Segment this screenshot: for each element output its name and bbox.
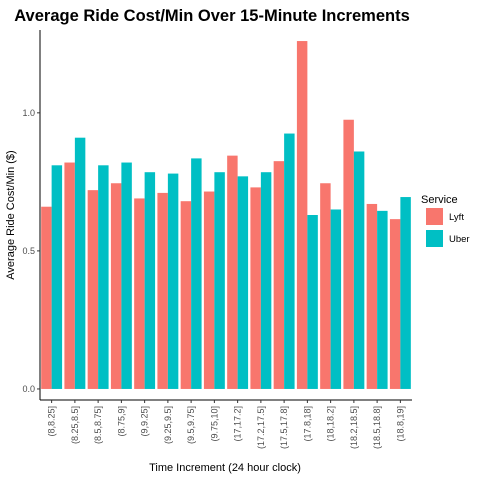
bar-uber <box>214 172 225 389</box>
bar-uber <box>167 173 179 389</box>
bar-lyft <box>296 41 308 389</box>
legend-label-uber: Uber <box>449 234 470 245</box>
bar-uber <box>191 158 202 389</box>
bar-lyft <box>250 187 261 389</box>
x-tick-label: (9,9.25] <box>140 406 150 437</box>
bar-lyft <box>87 190 99 389</box>
plot-area: 0.0 0.5 1.0 (8,8.25] (8.25,8.5] (8.5,8.75] (8.… <box>22 30 412 449</box>
y-axis-label: Average Ride Cost/Min ($) <box>5 150 17 279</box>
bar-uber <box>307 215 318 389</box>
bar-uber <box>98 165 109 389</box>
bar-lyft <box>41 206 52 389</box>
chart-title: Average Ride Cost/Min Over 15-Minute Inc… <box>14 7 410 25</box>
x-tick-label: (8.75,9] <box>116 406 126 437</box>
y-tick-label: 1.0 <box>22 108 35 118</box>
x-axis-label: Time Increment (24 hour clock) <box>149 462 301 474</box>
x-tick-label: (8.5,8.75] <box>93 406 103 444</box>
x-tick-label: (17.5,17.8] <box>279 406 289 449</box>
x-tick-label: (9.5,9.75] <box>186 406 196 444</box>
bar-lyft <box>157 192 168 389</box>
bar-lyft <box>64 162 75 389</box>
y-tick-label: 0.5 <box>22 246 35 256</box>
x-tick-label: (17.2,17.5] <box>256 406 266 449</box>
bar-uber <box>144 172 156 389</box>
bar-uber <box>74 137 86 389</box>
legend-swatch-lyft <box>426 208 443 225</box>
x-tick-label: (18.8,19] <box>395 406 405 442</box>
bar-lyft <box>134 198 145 389</box>
bar-uber <box>260 172 272 389</box>
bar-lyft <box>389 219 401 389</box>
x-tick-label: (18.5,18.8] <box>372 406 382 449</box>
x-tick-label: (17,17.2] <box>233 406 243 442</box>
bar-uber <box>400 197 411 389</box>
x-tick-label: (9.75,10] <box>209 406 219 442</box>
bar-lyft <box>320 183 331 389</box>
bar-uber <box>51 165 63 389</box>
x-tick-label: (9.25,9.5] <box>163 406 173 444</box>
x-tick-label: (18.2,18.5] <box>349 406 359 449</box>
legend: Service Lyft Uber <box>421 194 470 247</box>
bar-lyft <box>343 119 354 389</box>
bar-lyft <box>203 191 215 389</box>
bar-uber <box>237 176 249 389</box>
bar-lyft <box>110 183 122 389</box>
bar-uber <box>353 151 365 389</box>
x-tick-label: (8.25,8.5] <box>70 406 80 444</box>
x-tick-label: (17.8,18] <box>302 406 312 442</box>
bar-lyft <box>227 155 238 389</box>
bar-uber <box>121 162 132 389</box>
bar-uber <box>377 210 388 389</box>
y-tick-label: 0.0 <box>22 384 35 394</box>
legend-title: Service <box>421 194 458 206</box>
legend-swatch-uber <box>426 230 443 247</box>
legend-label-lyft: Lyft <box>449 212 464 223</box>
bar-uber <box>330 209 342 389</box>
bar-uber <box>284 133 295 389</box>
bar-lyft <box>180 201 192 389</box>
bar-lyft <box>273 161 285 389</box>
x-tick-label: (18,18.2] <box>326 406 336 442</box>
x-tick-label: (8,8.25] <box>47 406 57 437</box>
bar-lyft <box>366 203 378 389</box>
